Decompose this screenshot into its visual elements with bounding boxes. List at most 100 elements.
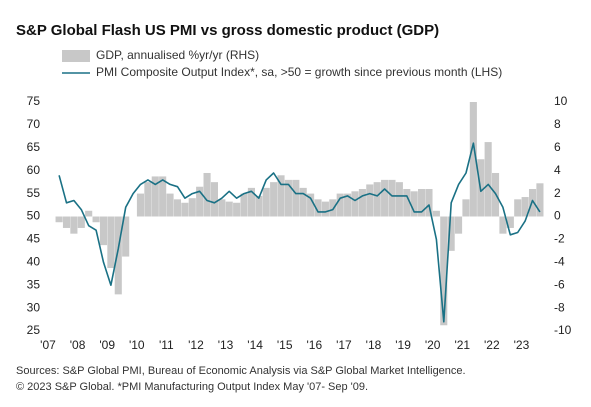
gdp-bar <box>455 216 463 234</box>
gdp-bar <box>262 187 270 217</box>
gdp-bar <box>270 182 278 217</box>
gdp-bar <box>462 199 470 217</box>
gdp-bar <box>321 201 329 217</box>
gdp-bar <box>85 210 93 217</box>
y-tick-label: 35 <box>27 277 41 291</box>
x-tick-label: '21 <box>454 338 470 352</box>
gdp-bar <box>77 216 85 228</box>
y-tick-label: 65 <box>27 140 41 154</box>
gdp-bar <box>225 201 233 217</box>
y-tick-label: 70 <box>27 117 41 131</box>
gdp-bar <box>484 142 492 217</box>
gdp-bar <box>410 191 418 217</box>
gdp-bar <box>514 199 522 217</box>
x-tick-label: '11 <box>159 338 174 352</box>
y2-tick-label: 4 <box>554 163 561 177</box>
gdp-bar <box>181 202 189 217</box>
gdp-bar <box>336 193 344 217</box>
gdp-bar <box>107 216 115 269</box>
gdp-bar <box>351 191 359 217</box>
gdp-bar <box>159 176 167 217</box>
gdp-bar <box>188 198 196 217</box>
gdp-bar <box>233 202 241 217</box>
y-tick-label: 55 <box>27 186 41 200</box>
gdp-bar <box>136 193 145 217</box>
gdp-bar <box>329 199 337 217</box>
gdp-bar <box>469 102 477 217</box>
legend-label: PMI Composite Output Index*, sa, >50 = g… <box>96 65 502 79</box>
x-tick-label: '20 <box>425 338 441 352</box>
y-tick-label: 30 <box>27 300 41 314</box>
x-tick-label: '16 <box>306 338 322 352</box>
gdp-bar <box>425 189 433 217</box>
y2-tick-label: 8 <box>554 117 561 131</box>
gdp-bar <box>307 193 315 217</box>
x-tick-label: '19 <box>395 338 411 352</box>
gdp-bar <box>358 189 366 217</box>
pmi-line <box>58 142 541 323</box>
y2-tick-label: -10 <box>554 323 572 337</box>
gdp-bar <box>151 176 159 217</box>
x-tick-label: '08 <box>70 338 86 352</box>
x-tick-label: '09 <box>99 338 115 352</box>
gdp-bar <box>173 199 182 217</box>
gdp-bar <box>114 216 122 295</box>
gdp-bar <box>447 216 455 251</box>
y2-tick-label: -4 <box>554 254 565 268</box>
gdp-bar <box>144 182 152 217</box>
x-tick-label: '13 <box>218 338 234 352</box>
y-tick-label: 50 <box>27 209 41 223</box>
gdp-bar <box>506 216 514 228</box>
gdp-bar <box>55 216 63 223</box>
y2-tick-label: 10 <box>554 94 568 108</box>
x-tick-label: '15 <box>277 338 293 352</box>
gdp-bar <box>314 199 322 217</box>
gdp-bar <box>203 172 211 217</box>
y2-tick-label: 0 <box>554 209 561 223</box>
x-tick-label: '10 <box>129 338 145 352</box>
gdp-bar <box>403 189 411 217</box>
chart-title: S&P Global Flash US PMI vs gross domesti… <box>16 22 439 39</box>
gdp-bar <box>536 183 544 217</box>
y2-tick-label: 6 <box>554 140 561 154</box>
gdp-bar <box>432 210 440 217</box>
source-note: Sources: S&P Global PMI, Bureau of Econo… <box>16 365 466 377</box>
gdp-bar <box>122 216 130 257</box>
gdp-bar <box>166 193 174 217</box>
gdp-bar <box>277 175 285 217</box>
y-tick-label: 25 <box>27 323 41 337</box>
x-tick-label: '18 <box>366 338 382 352</box>
y-tick-label: 45 <box>27 232 41 246</box>
gdp-bar <box>70 216 78 234</box>
x-tick-label: '22 <box>484 338 500 352</box>
gdp-bar <box>381 179 389 217</box>
x-tick-label: '07 <box>40 338 56 352</box>
gdp-bar <box>210 182 218 217</box>
gdp-bar <box>418 189 426 217</box>
gdp-bar <box>299 187 307 217</box>
gdp-bar <box>247 187 255 217</box>
gdp-bar <box>62 216 71 228</box>
copyright-note: © 2023 S&P Global. *PMI Manufacturing Ou… <box>16 381 368 393</box>
gdp-bar <box>240 193 248 217</box>
x-tick-label: '23 <box>514 338 530 352</box>
gdp-bar <box>99 216 108 246</box>
gdp-bar <box>521 197 529 217</box>
y2-tick-label: -2 <box>554 232 565 246</box>
gdp-bar <box>196 186 204 217</box>
gdp-bar <box>388 179 396 217</box>
legend-label: GDP, annualised %yr/yr (RHS) <box>96 48 259 62</box>
y-tick-label: 40 <box>27 254 41 268</box>
gdp-bar <box>292 179 300 217</box>
gdp-bar <box>92 216 100 223</box>
gdp-bar <box>373 182 381 217</box>
y-tick-label: 75 <box>27 94 41 108</box>
x-tick-label: '17 <box>336 338 352 352</box>
gdp-bar <box>440 216 448 326</box>
y2-tick-label: 2 <box>554 186 561 200</box>
gdp-bar <box>395 182 403 217</box>
gdp-bar <box>218 199 226 217</box>
gdp-bar <box>344 193 352 217</box>
gdp-bar <box>499 216 507 234</box>
gdp-bar <box>284 179 292 217</box>
